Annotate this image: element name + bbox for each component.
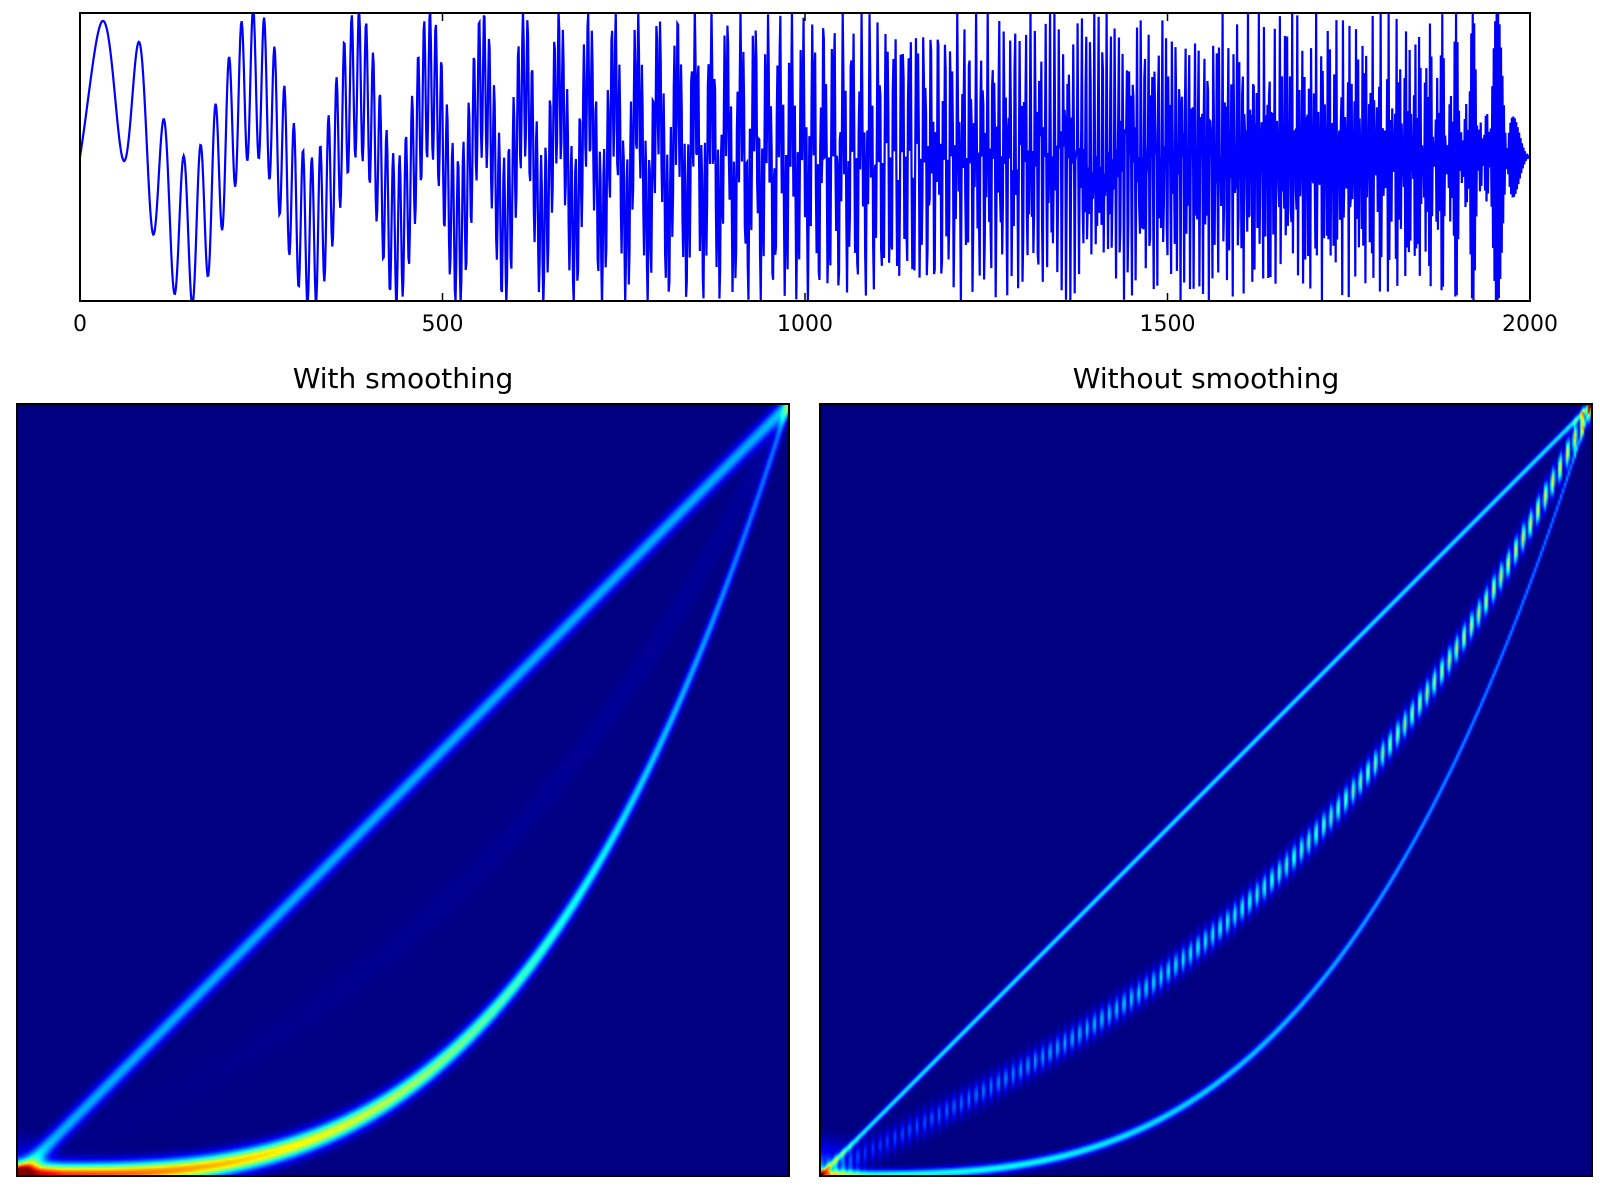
heatmap-image-without-smoothing	[820, 404, 1592, 1176]
signal-x-tick-label: 0	[73, 312, 87, 337]
heatmap-panel-with-smoothing: With smoothing	[16, 362, 790, 1177]
heatmap-panel-without-smoothing: Without smoothing	[819, 362, 1593, 1177]
heatmap-frame-without-smoothing	[819, 403, 1593, 1177]
signal-x-ticks: 0 500 1000 1500 2000	[73, 13, 1558, 337]
signal-x-tick-label: 1000	[777, 312, 833, 337]
signal-x-tick-label: 1500	[1140, 312, 1196, 337]
panel-title-with-smoothing: With smoothing	[293, 362, 514, 395]
heatmap-frame-with-smoothing	[16, 403, 790, 1177]
signal-panel: 0 500 1000 1500 2000	[73, 12, 1558, 337]
heatmap-image-with-smoothing	[17, 404, 789, 1176]
signal-x-tick-label: 2000	[1502, 312, 1558, 337]
signal-series-line	[80, 13, 1530, 301]
signal-x-tick-label: 500	[422, 312, 464, 337]
panel-title-without-smoothing: Without smoothing	[1073, 362, 1339, 395]
